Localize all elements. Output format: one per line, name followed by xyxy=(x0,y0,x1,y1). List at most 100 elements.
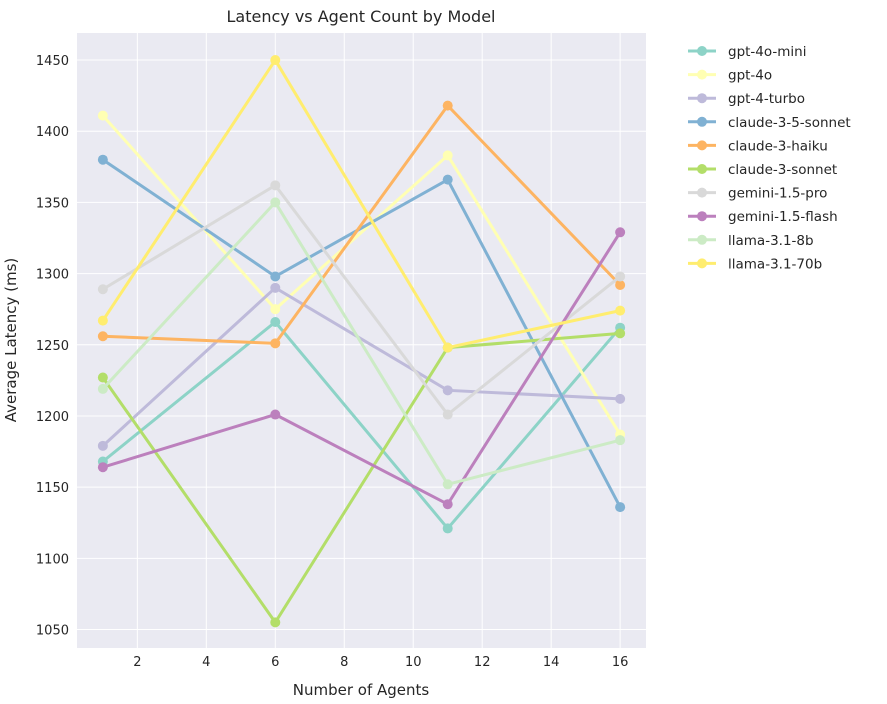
legend-marker xyxy=(697,164,707,174)
data-point xyxy=(615,305,626,316)
series-line xyxy=(102,231,622,507)
data-point xyxy=(270,271,281,282)
legend-entry: claude-3-sonnet xyxy=(688,162,837,178)
y-tick-label: 1150 xyxy=(36,481,69,496)
data-point xyxy=(270,55,281,66)
series-line xyxy=(101,114,622,436)
data-point xyxy=(442,523,453,534)
legend-entry: gemini-1.5-pro xyxy=(688,186,827,202)
y-tick-label: 1400 xyxy=(36,125,69,140)
legend-label: gemini-1.5-pro xyxy=(728,186,827,202)
data-point xyxy=(442,409,453,420)
legend-label: llama-3.1-70b xyxy=(728,256,822,272)
legend-marker xyxy=(697,69,707,80)
series-line xyxy=(102,103,622,345)
series-claude-3-haiku xyxy=(97,100,626,349)
y-tick-label: 1200 xyxy=(36,410,69,425)
legend-entry: gpt-4o xyxy=(688,68,772,84)
series-gpt-4o-mini xyxy=(97,316,626,534)
series-gemini-1.5-flash xyxy=(97,227,626,510)
series-line xyxy=(101,331,621,626)
legend-marker xyxy=(697,116,707,127)
y-axis-label: Average Latency (ms) xyxy=(2,258,20,423)
x-tick-label: 2 xyxy=(133,655,141,670)
data-point xyxy=(97,284,108,295)
data-point xyxy=(270,409,281,420)
x-tick-label: 4 xyxy=(202,655,210,670)
x-tick-label: 12 xyxy=(474,655,491,670)
y-tick-label: 1100 xyxy=(36,552,69,567)
data-point xyxy=(97,462,108,473)
series-line xyxy=(101,199,621,487)
data-point xyxy=(270,338,281,349)
data-point xyxy=(97,372,108,383)
data-point xyxy=(442,150,453,161)
data-point xyxy=(615,393,626,404)
y-tick-label: 1450 xyxy=(36,54,69,69)
data-point xyxy=(97,440,108,451)
data-point xyxy=(442,100,453,111)
legend-marker xyxy=(697,140,707,151)
legend-entry: llama-3.1-8b xyxy=(688,233,814,249)
data-point xyxy=(442,385,453,396)
chart-title: Latency vs Agent Count by Model xyxy=(226,7,495,26)
series-line xyxy=(102,183,622,417)
y-tick-label: 1350 xyxy=(36,196,69,211)
data-point xyxy=(270,316,281,327)
data-point xyxy=(615,435,626,446)
data-point xyxy=(270,282,281,293)
legend-entry: claude-3-5-sonnet xyxy=(688,115,851,131)
data-point xyxy=(442,499,453,510)
data-point xyxy=(615,502,626,513)
series-llama-3.1-70b xyxy=(97,55,626,353)
data-point xyxy=(97,110,108,121)
legend-label: gemini-1.5-flash xyxy=(728,209,838,225)
y-tick-label: 1300 xyxy=(36,268,69,283)
series-llama-3.1-8b xyxy=(97,197,626,490)
legend-marker xyxy=(697,234,707,245)
legend: gpt-4o-mini gpt-4o gpt-4-turbo claude-3-5-s… xyxy=(688,44,851,272)
legend-marker xyxy=(697,93,707,104)
legend-entry: gpt-4-turbo xyxy=(688,91,805,107)
data-point xyxy=(270,197,281,208)
legend-entry: llama-3.1-70b xyxy=(688,256,822,272)
data-point xyxy=(615,271,626,282)
legend-marker xyxy=(697,258,707,269)
series-gpt-4o xyxy=(97,110,626,440)
legend-entry: gpt-4o-mini xyxy=(688,44,806,60)
x-tick-label: 16 xyxy=(612,655,629,670)
series-gemini-1.5-pro xyxy=(97,180,626,420)
legend-label: gpt-4-turbo xyxy=(728,91,805,107)
legend-marker xyxy=(697,187,707,198)
data-point xyxy=(615,328,626,339)
y-tick-label: 1050 xyxy=(36,623,69,638)
legend-label: gpt-4o xyxy=(728,68,772,84)
legend-label: claude-3-haiku xyxy=(728,138,828,154)
legend-label: claude-3-sonnet xyxy=(728,162,837,178)
data-point xyxy=(97,315,108,326)
y-tick-label: 1250 xyxy=(36,339,69,354)
series-line xyxy=(102,158,622,508)
data-point xyxy=(97,383,108,394)
legend-label: claude-3-5-sonnet xyxy=(728,115,851,131)
data-point xyxy=(270,617,281,628)
series-claude-3-5-sonnet xyxy=(97,154,626,513)
data-point xyxy=(270,180,281,191)
data-point xyxy=(442,174,453,185)
data-point xyxy=(442,479,453,490)
series-gpt-4-turbo xyxy=(97,282,626,451)
data-point xyxy=(615,227,626,238)
data-point xyxy=(615,279,626,290)
series-line xyxy=(101,319,622,531)
series-line xyxy=(101,57,621,350)
x-tick-label: 8 xyxy=(340,655,348,670)
data-point xyxy=(97,331,108,342)
legend-marker xyxy=(697,211,707,222)
legend-entry: claude-3-haiku xyxy=(688,138,828,154)
data-point xyxy=(270,304,281,315)
x-tick-label: 6 xyxy=(271,655,279,670)
series-line xyxy=(101,285,621,447)
data-point xyxy=(97,154,108,165)
legend-entry: gemini-1.5-flash xyxy=(688,209,838,225)
